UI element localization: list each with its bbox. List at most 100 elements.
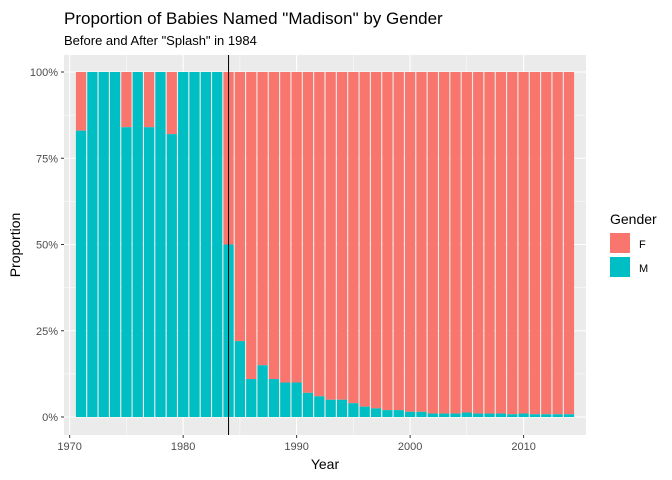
- bar-m-1991: [302, 392, 314, 417]
- bar-m-2007: [484, 413, 495, 417]
- bar-m-1988: [268, 379, 280, 417]
- bar-m-1975: [121, 127, 132, 417]
- bar-m-2011: [529, 414, 541, 417]
- bar-m-1989: [280, 382, 291, 417]
- bar-f-2014: [563, 72, 575, 415]
- bar-m-1990: [291, 382, 302, 417]
- x-tick-label: 1980: [171, 441, 195, 453]
- bar-m-2010: [518, 413, 529, 417]
- bar-m-1974: [109, 72, 121, 417]
- bar-f-1995: [348, 72, 359, 404]
- bar-f-1975: [121, 72, 132, 128]
- y-tick-label: 25%: [36, 326, 58, 338]
- bar-m-1985: [234, 341, 245, 417]
- bar-m-1973: [98, 72, 109, 417]
- bar-f-2003: [439, 72, 450, 414]
- bar-f-2011: [529, 72, 541, 415]
- bar-f-1992: [314, 72, 325, 397]
- legend-title: Gender: [610, 211, 657, 227]
- bar-f-1987: [257, 72, 268, 366]
- bar-m-1994: [336, 399, 348, 417]
- x-axis-title: Year: [311, 456, 340, 472]
- bar-m-1997: [370, 408, 382, 417]
- bar-m-1987: [257, 365, 268, 417]
- bar-f-2009: [507, 72, 518, 415]
- x-tick-label: 1990: [284, 441, 308, 453]
- bar-f-2006: [473, 72, 484, 414]
- bar-f-2013: [552, 72, 563, 415]
- bar-f-1990: [291, 72, 302, 383]
- bar-m-2002: [427, 413, 438, 417]
- bar-m-1981: [189, 72, 200, 417]
- bar-f-1996: [359, 72, 370, 407]
- bar-f-2007: [484, 72, 495, 414]
- x-tick-label: 2000: [398, 441, 422, 453]
- bar-m-1979: [166, 134, 177, 417]
- bar-m-2014: [563, 414, 575, 417]
- bar-m-2006: [473, 413, 484, 417]
- bar-m-1993: [325, 399, 336, 417]
- bar-m-1996: [359, 406, 370, 417]
- bar-f-1988: [268, 72, 280, 380]
- bar-f-2010: [518, 72, 529, 414]
- bar-m-2000: [405, 411, 416, 417]
- x-tick-label: 2010: [511, 441, 535, 453]
- bar-m-1978: [155, 72, 166, 417]
- bar-m-2008: [495, 413, 506, 417]
- bar-f-1985: [234, 72, 245, 342]
- bar-m-1982: [200, 72, 211, 417]
- bar-f-1971: [75, 72, 87, 131]
- bar-f-2002: [427, 72, 438, 414]
- chart-subtitle: Before and After "Splash" in 1984: [64, 33, 257, 48]
- bar-f-2000: [405, 72, 416, 412]
- legend-label-f: F: [639, 239, 646, 251]
- bar-m-1998: [382, 410, 393, 417]
- bar-m-1995: [348, 403, 359, 417]
- bar-f-1997: [370, 72, 382, 409]
- bar-f-1979: [166, 72, 177, 135]
- bar-m-1986: [246, 379, 257, 417]
- bar-m-1999: [393, 410, 404, 417]
- bar-f-1989: [280, 72, 291, 383]
- bar-f-2008: [495, 72, 506, 414]
- y-tick-label: 0%: [42, 412, 58, 424]
- bar-m-1980: [178, 72, 189, 417]
- bar-f-2012: [541, 72, 552, 415]
- bars: [75, 72, 575, 417]
- bar-f-1998: [382, 72, 393, 411]
- y-tick-label: 75%: [36, 153, 58, 165]
- bar-m-1977: [144, 127, 155, 417]
- bar-m-2003: [439, 413, 450, 417]
- bar-m-1976: [132, 72, 143, 417]
- bar-m-2004: [450, 413, 461, 417]
- bar-f-1991: [302, 72, 314, 393]
- bar-m-2009: [507, 414, 518, 417]
- bar-f-1977: [144, 72, 155, 128]
- chart-title: Proportion of Babies Named "Madison" by …: [64, 9, 443, 28]
- y-tick-label: 50%: [36, 240, 58, 252]
- bar-m-2001: [416, 411, 427, 417]
- legend-label-m: M: [639, 263, 648, 275]
- bar-f-1994: [336, 72, 348, 400]
- bar-f-1999: [393, 72, 404, 411]
- bar-f-1993: [325, 72, 336, 400]
- legend: Gender F M: [610, 211, 657, 277]
- y-axis: 0% 25% 50% 75% 100%: [30, 67, 64, 424]
- bar-m-2013: [552, 414, 563, 417]
- bar-f-2001: [416, 72, 427, 412]
- legend-key-f: [610, 233, 630, 253]
- y-tick-label: 100%: [30, 67, 58, 79]
- bar-m-1972: [87, 72, 98, 417]
- bar-m-1992: [314, 396, 325, 417]
- y-axis-title: Proportion: [7, 213, 23, 278]
- bar-m-1983: [212, 72, 223, 417]
- bar-m-2005: [461, 412, 472, 417]
- x-tick-label: 1970: [57, 441, 81, 453]
- bar-m-1971: [75, 130, 87, 417]
- x-axis: 1970 1980 1990 2000 2010: [57, 435, 536, 453]
- bar-f-2005: [461, 72, 472, 413]
- bar-f-2004: [450, 72, 461, 414]
- bar-m-2012: [541, 414, 552, 417]
- bar-f-1986: [246, 72, 257, 380]
